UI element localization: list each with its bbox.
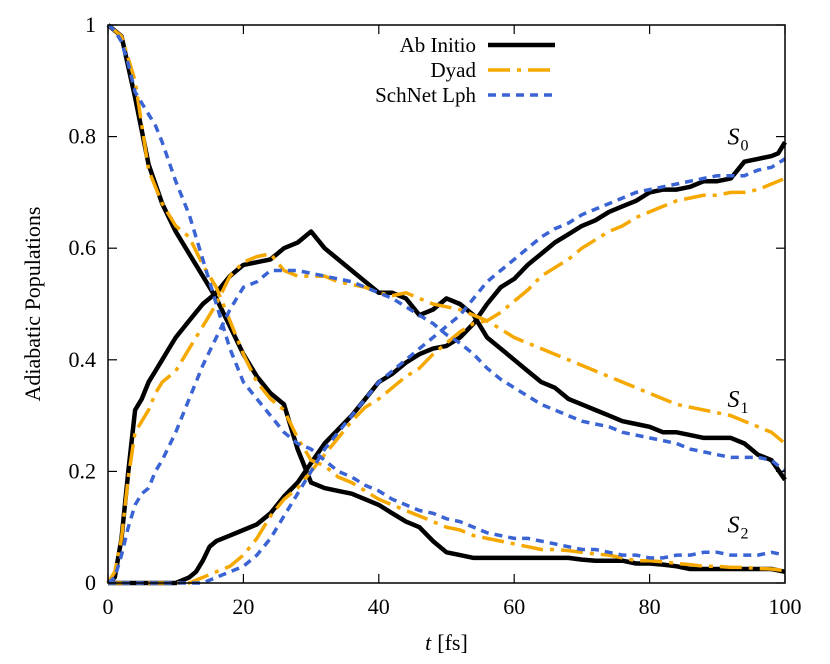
series-line-schnet-lph-s2 xyxy=(108,157,786,585)
x-tick-label: 100 xyxy=(769,594,802,619)
x-tick-label: 40 xyxy=(368,594,390,619)
state-label-letter: S xyxy=(727,512,739,538)
state-label-s0: S0 xyxy=(727,125,748,155)
x-tick-label: 60 xyxy=(503,594,525,619)
series-line-schnet-lph-s1 xyxy=(106,268,787,585)
y-tick-label: 0.4 xyxy=(69,347,97,372)
y-tick-label: 0 xyxy=(85,570,96,595)
y-axis-label: Adiabatic Populations xyxy=(20,207,45,402)
legend-label: SchNet Lph xyxy=(375,83,476,107)
x-tick-label: 80 xyxy=(639,594,661,619)
y-tick-label: 0.6 xyxy=(69,235,97,260)
y-tick-label: 1 xyxy=(85,12,96,37)
x-tick-label: 0 xyxy=(103,594,114,619)
legend-label: Ab Initio xyxy=(400,33,476,57)
x-axis-label-variable: t xyxy=(425,630,432,655)
state-label-s1: S1 xyxy=(727,387,748,417)
y-tick-label: 0.8 xyxy=(69,124,97,149)
series-line-ab-initio-s2 xyxy=(108,141,787,586)
legend-label: Dyad xyxy=(431,58,477,82)
y-tick-label: 0.2 xyxy=(69,458,97,483)
series-line-ab-initio-s0 xyxy=(106,23,786,575)
series-line-ab-initio-s1 xyxy=(106,229,787,585)
series-line-dyad-s2 xyxy=(108,176,786,585)
plot-frame xyxy=(107,24,786,584)
x-axis-label: t [fs] xyxy=(425,630,468,655)
x-tick-label: 20 xyxy=(232,594,254,619)
x-axis-label-unit: [fs] xyxy=(437,630,468,655)
state-label-subscript: 2 xyxy=(740,525,748,542)
series-line-dyad-s0 xyxy=(106,23,786,573)
series-line-dyad-s1 xyxy=(106,252,787,584)
axis-ticks xyxy=(107,24,786,584)
state-label-letter: S xyxy=(727,125,739,151)
state-label-letter: S xyxy=(727,387,739,413)
plot-area xyxy=(106,23,787,586)
state-label-s2: S2 xyxy=(727,512,748,542)
state-label-subscript: 1 xyxy=(740,400,748,417)
state-label-subscript: 0 xyxy=(740,138,748,155)
series-line-schnet-lph-s0 xyxy=(106,23,786,560)
